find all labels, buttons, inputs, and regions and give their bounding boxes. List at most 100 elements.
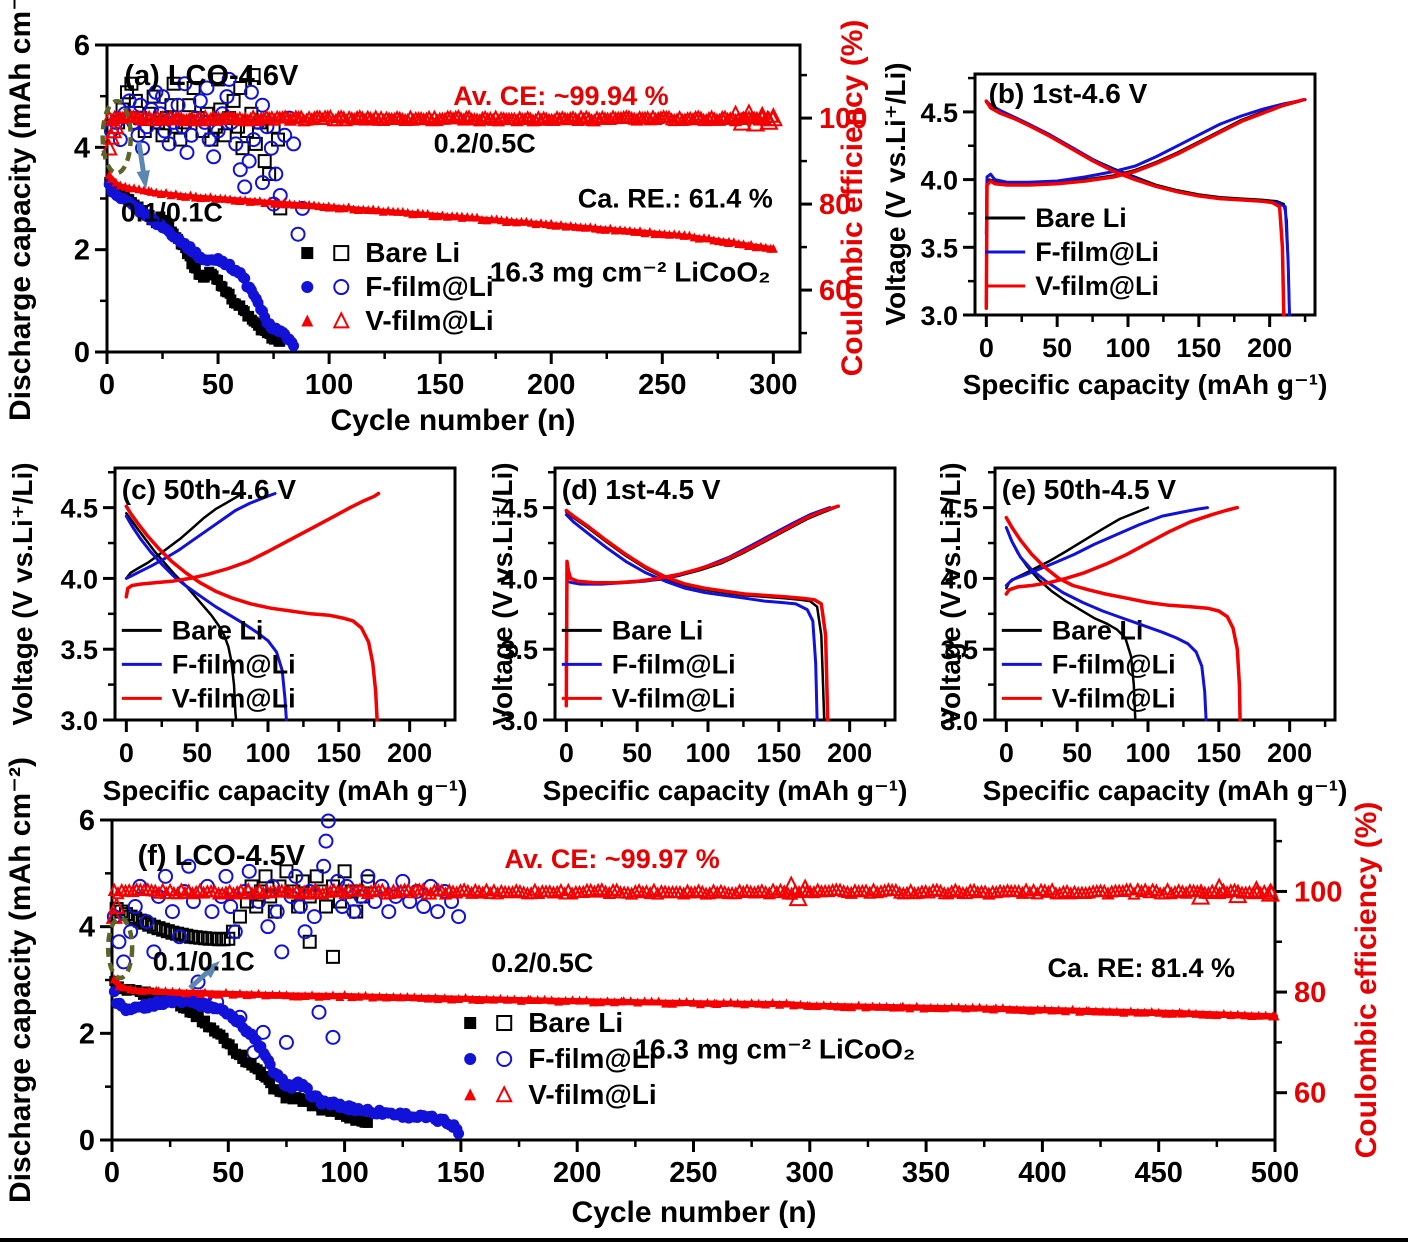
triangle-marker bbox=[926, 1003, 936, 1013]
triangle-marker bbox=[1270, 1011, 1280, 1021]
x-tick-label: 100 bbox=[1105, 333, 1150, 363]
triangle-marker bbox=[647, 996, 657, 1006]
triangle-marker bbox=[393, 110, 407, 125]
legend-filled-marker bbox=[301, 314, 314, 327]
circle-marker bbox=[206, 149, 222, 165]
legend-open-marker bbox=[333, 245, 350, 262]
triangle-marker bbox=[160, 986, 170, 996]
series-line-v-film-discharge bbox=[984, 99, 1286, 317]
x-tick-label: 150 bbox=[1196, 738, 1241, 768]
circle-marker bbox=[228, 136, 244, 152]
square-marker bbox=[193, 1009, 204, 1020]
triangle-marker bbox=[747, 885, 762, 899]
triangle-marker bbox=[235, 988, 245, 998]
triangle-marker bbox=[826, 1000, 836, 1010]
triangle-marker bbox=[622, 109, 636, 123]
legend-label: F-film@Li bbox=[1035, 237, 1159, 267]
triangle-marker bbox=[576, 884, 590, 899]
triangle-marker bbox=[368, 992, 378, 1002]
legend: Bare Li F-film@Li V-film@Li bbox=[561, 615, 736, 713]
triangle-marker bbox=[483, 885, 497, 900]
circle-marker bbox=[139, 914, 155, 930]
triangle-marker bbox=[812, 1001, 822, 1011]
circle-marker bbox=[292, 899, 308, 915]
circle-marker bbox=[241, 863, 257, 879]
series-line-f-film-discharge bbox=[1004, 526, 1208, 722]
circle-marker bbox=[190, 974, 206, 990]
circle-marker bbox=[201, 132, 217, 148]
triangle-marker bbox=[868, 1001, 878, 1011]
circle-marker bbox=[139, 119, 155, 135]
annotation-text: (a) LCO-4.6V bbox=[124, 60, 299, 92]
triangle-marker bbox=[1233, 1009, 1243, 1019]
x-axis-label: Specific capacity (mAh g⁻¹) bbox=[963, 369, 1328, 400]
triangle-marker bbox=[1161, 1008, 1171, 1018]
triangle-marker bbox=[651, 886, 665, 900]
x-axis-label: Cycle number (n) bbox=[330, 404, 575, 437]
series-line-v-film-charge bbox=[564, 504, 841, 708]
annotation-text: (c) 50th-4.6 V bbox=[122, 474, 297, 505]
triangle-marker bbox=[1147, 1006, 1157, 1016]
square-marker bbox=[170, 926, 185, 941]
panel-b-chart-canvas: 0 50 100 150 200 3.0 3.5 4.0 4.5 Specific capacit… bbox=[880, 62, 1328, 400]
triangle-marker bbox=[402, 992, 412, 1002]
triangle-marker bbox=[344, 202, 354, 212]
triangle-marker bbox=[579, 109, 593, 123]
series-line-f-film-charge bbox=[124, 492, 277, 580]
triangle-marker bbox=[521, 110, 535, 124]
circle-marker bbox=[116, 954, 132, 970]
triangle-marker bbox=[739, 239, 749, 249]
triangle-marker bbox=[283, 112, 298, 126]
triangle-marker bbox=[997, 884, 1011, 898]
x-tick-label: 0 bbox=[104, 1157, 120, 1189]
circle-marker bbox=[278, 1034, 294, 1050]
annotation-text: 0.1/0.1C bbox=[121, 198, 223, 228]
triangle-marker bbox=[221, 987, 231, 997]
triangle-marker bbox=[1205, 1009, 1215, 1019]
x-tick-label: 300 bbox=[749, 369, 797, 401]
triangle-marker bbox=[558, 886, 572, 900]
y-tick-label: 4 bbox=[79, 912, 95, 944]
square-marker bbox=[200, 1015, 211, 1026]
triangle-marker bbox=[468, 994, 478, 1004]
triangle-marker bbox=[703, 886, 717, 900]
x-tick-label: 50 bbox=[202, 369, 234, 401]
y-axis-label: Voltage (V vs.Li⁺/Li) bbox=[487, 462, 518, 725]
triangle-marker bbox=[704, 109, 719, 123]
triangle-marker bbox=[457, 112, 471, 126]
triangle-marker bbox=[476, 885, 490, 899]
legend: Bare Li F-film@Li V-film@Li bbox=[464, 1007, 657, 1110]
panel-b-voltage-profile-1st-4.6v: 0 50 100 150 200 3.0 3.5 4.0 4.5 Specific capacit… bbox=[880, 0, 1408, 455]
legend-label: Bare Li bbox=[1035, 203, 1127, 233]
circle-marker bbox=[179, 144, 195, 160]
legend-label: Bare Li bbox=[528, 1007, 623, 1038]
triangle-marker bbox=[940, 1003, 950, 1013]
square-marker bbox=[124, 76, 139, 91]
panel-f-chart-canvas: 0 50 100 150 200 250 300 350 400 450 500 0 2 4 6 60 80 10… bbox=[4, 757, 1383, 1229]
circle-marker bbox=[263, 140, 279, 156]
x-tick-label: 200 bbox=[527, 369, 575, 401]
x-tick-label: 0 bbox=[99, 369, 115, 401]
triangle-marker bbox=[761, 999, 771, 1009]
triangle-marker bbox=[1184, 1008, 1194, 1018]
square-marker bbox=[179, 928, 194, 943]
series-f-film-charge bbox=[124, 492, 277, 580]
circle-marker bbox=[286, 136, 302, 152]
annotation-arrow-head bbox=[201, 960, 220, 979]
x-tick-label: 350 bbox=[902, 1157, 950, 1189]
circle-marker bbox=[130, 127, 146, 143]
triangle-marker bbox=[1247, 1010, 1257, 1020]
triangle-marker bbox=[154, 986, 164, 996]
triangle-marker bbox=[207, 989, 217, 999]
triangle-marker bbox=[178, 885, 192, 899]
y-tick-label: 4.0 bbox=[500, 564, 538, 594]
x-axis-label: Specific capacity (mAh g⁻¹) bbox=[543, 775, 908, 806]
triangle-marker bbox=[316, 886, 330, 900]
circle-marker bbox=[453, 1128, 465, 1140]
y-axis-label: Voltage (V vs.Li⁺/Li) bbox=[7, 462, 38, 725]
triangle-marker bbox=[975, 1002, 985, 1012]
series-v-film-ce-initial bbox=[100, 116, 125, 156]
triangle-marker bbox=[628, 883, 642, 898]
triangle-marker bbox=[247, 989, 257, 999]
